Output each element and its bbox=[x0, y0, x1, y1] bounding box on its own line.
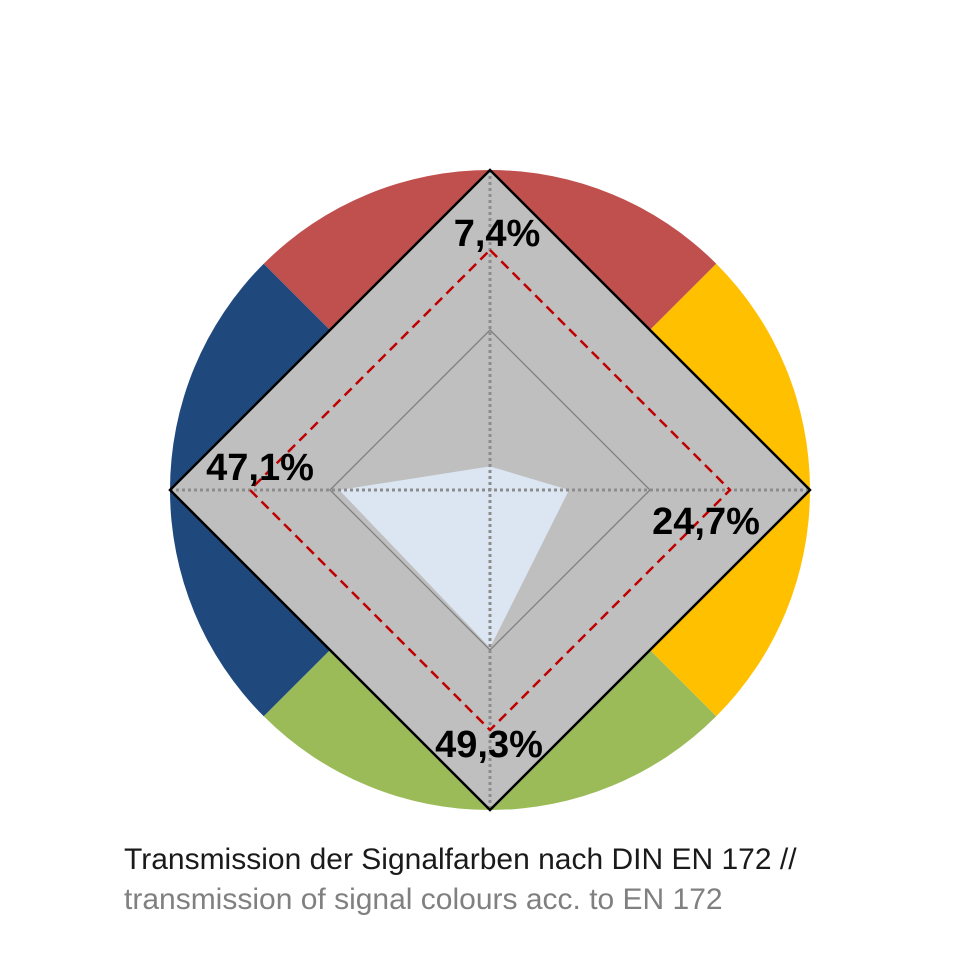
caption-english: transmission of signal colours acc. to E… bbox=[124, 883, 723, 916]
label-red: 7,4% bbox=[454, 213, 541, 255]
label-yellow: 24,7% bbox=[652, 501, 760, 543]
label-blue: 47,1% bbox=[206, 447, 314, 489]
label-green: 49,3% bbox=[435, 724, 543, 766]
caption-german: Transmission der Signalfarben nach DIN E… bbox=[124, 843, 797, 876]
limit-line bbox=[248, 248, 732, 732]
measured-area bbox=[339, 466, 570, 648]
chart-caption: Transmission der Signalfarben nach DIN E… bbox=[124, 840, 944, 920]
outer-diamond bbox=[168, 168, 812, 812]
